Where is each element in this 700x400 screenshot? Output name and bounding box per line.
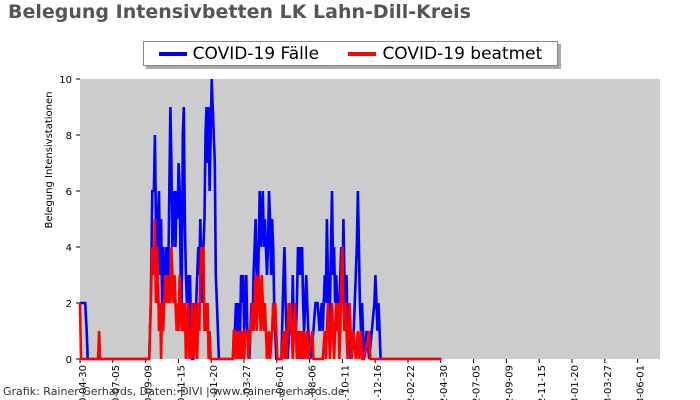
credit-text: Grafik: Rainer Gerhards, Daten: DIVI | w… [3,385,345,398]
x-tick-label: 23-03-27 [603,365,614,400]
x-tick-label: 21-01-20 [209,365,220,400]
series-layer [78,78,442,361]
y-tick-label: 0 [66,355,72,366]
y-tick-label: 8 [66,131,72,142]
x-tick-label: 21-10-11 [340,365,351,400]
x-tick-label: 22-04-30 [439,365,450,400]
x-tick-label: 22-09-09 [504,365,515,400]
legend-label-faelle: COVID-19 Fälle [192,43,320,64]
x-tick-label: 23-01-20 [570,365,581,400]
legend-swatch-faelle [158,51,187,56]
y-axis-label: Belegung Intensivstationen [44,91,55,228]
legend-item-faelle: COVID-19 Fälle [158,43,320,64]
x-tick-label: 22-02-22 [406,365,417,400]
x-tick-label: 22-11-15 [537,365,548,400]
legend-item-beatmet: COVID-19 beatmet [348,44,542,64]
y-tick-label: 6 [66,187,72,198]
series-line-beatmet [78,218,442,361]
x-tick-label: 23-06-01 [636,365,647,400]
x-tick-label: 21-06-01 [275,365,286,400]
plot-area [80,79,660,359]
x-tick-label: 20-09-09 [144,365,155,400]
legend-swatch-beatmet [348,51,377,56]
x-tick-label: 21-12-16 [373,365,384,400]
y-tick-label: 4 [66,243,72,254]
legend-label-beatmet: COVID-19 beatmet [382,43,543,64]
chart-title: Belegung Intensivbetten LK Lahn-Dill-Kre… [8,1,471,23]
y-tick-label: 2 [66,299,72,310]
x-tick-label: 21-03-27 [242,365,253,400]
legend: COVID-19 Fälle COVID-19 beatmet [143,41,558,66]
x-axis: 20-04-30 20-07-05 20-09-09 20-11-15 21-01-20… [78,359,647,400]
y-tick-label: 10 [59,75,72,86]
x-tick-label: 21-08-06 [308,365,319,400]
x-tick-label: 22-07-05 [472,365,483,400]
y-axis: 0 2 4 6 8 10 [59,75,80,366]
x-tick-label: 20-07-05 [111,365,122,400]
x-tick-label: 20-11-15 [176,365,187,400]
x-tick-label: 20-04-30 [78,365,89,400]
